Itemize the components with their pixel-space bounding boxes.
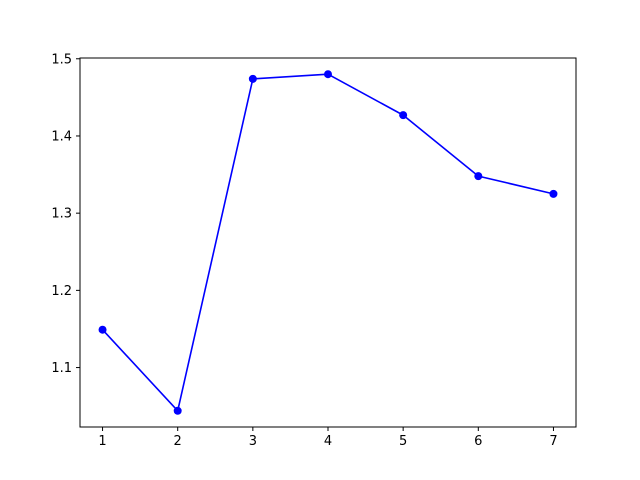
y-axis-ticks: 1.1 1.2 1.3 1.4 1.5 [51, 52, 80, 376]
data-point-marker [173, 406, 182, 415]
x-tick-label: 3 [249, 434, 257, 449]
data-point-marker [474, 172, 483, 181]
x-axis-ticks: 1 2 3 4 5 6 7 [98, 427, 558, 449]
x-tick-label: 7 [549, 434, 557, 449]
y-tick-label: 1.3 [51, 207, 72, 222]
data-point-marker [98, 325, 107, 334]
series-layer [98, 70, 558, 415]
x-tick-label: 6 [474, 434, 482, 449]
y-tick-label: 1.4 [51, 129, 72, 144]
x-tick-label: 2 [174, 434, 182, 449]
data-point-marker [248, 74, 257, 83]
x-tick-label: 5 [399, 434, 407, 449]
y-tick-label: 1.1 [51, 361, 72, 376]
data-point-marker [549, 189, 558, 198]
x-tick-label: 1 [98, 434, 106, 449]
y-tick-label: 1.2 [51, 284, 72, 299]
data-point-marker [324, 70, 332, 79]
data-point-marker [399, 111, 408, 120]
x-tick-label: 4 [324, 434, 332, 449]
plot-frame [79, 57, 577, 428]
y-tick-label: 1.5 [51, 52, 72, 67]
